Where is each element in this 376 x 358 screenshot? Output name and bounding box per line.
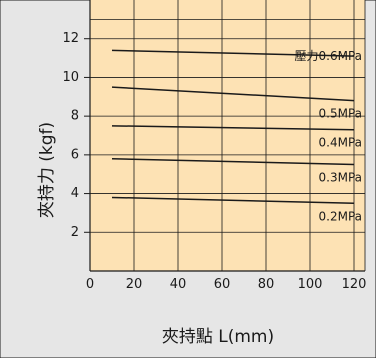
series-label: 0.2MPa	[319, 209, 363, 223]
y-tick-label: 4	[71, 186, 79, 201]
series-line	[111, 157, 355, 166]
y-tick-label: 8	[71, 109, 79, 124]
x-tick-label: 40	[170, 277, 187, 292]
y-tick-label: 6	[71, 147, 79, 162]
series-line	[111, 49, 355, 57]
series-label: 壓力0.6MPa	[295, 49, 363, 63]
y-tick-label: 12	[62, 31, 79, 46]
series-label: 0.3MPa	[319, 171, 363, 185]
y-axis-label: 夾持力 (kgf)	[37, 122, 57, 218]
grid-layer	[89, 0, 366, 272]
series-line	[111, 86, 355, 102]
x-tick-label: 120	[342, 277, 367, 292]
x-tick-label: 80	[258, 277, 275, 292]
x-axis-label: 夾持點 L(mm)	[162, 327, 274, 347]
series-label: 0.4MPa	[319, 136, 363, 150]
x-tick-label: 60	[214, 277, 231, 292]
x-tick-label: 0	[86, 277, 94, 292]
series-line	[111, 125, 355, 131]
plot-area	[90, 0, 365, 271]
x-tick-label: 20	[126, 277, 143, 292]
series-layer: 壓力0.6MPa 0.5MPa 0.4MPa 0.3MPa 0.2MPa	[111, 49, 363, 223]
y-tick-label: 2	[71, 225, 79, 240]
series-label: 0.5MPa	[319, 107, 363, 121]
series-line	[111, 196, 355, 204]
y-tick-label: 10	[62, 70, 79, 85]
x-tick-label: 100	[298, 277, 323, 292]
